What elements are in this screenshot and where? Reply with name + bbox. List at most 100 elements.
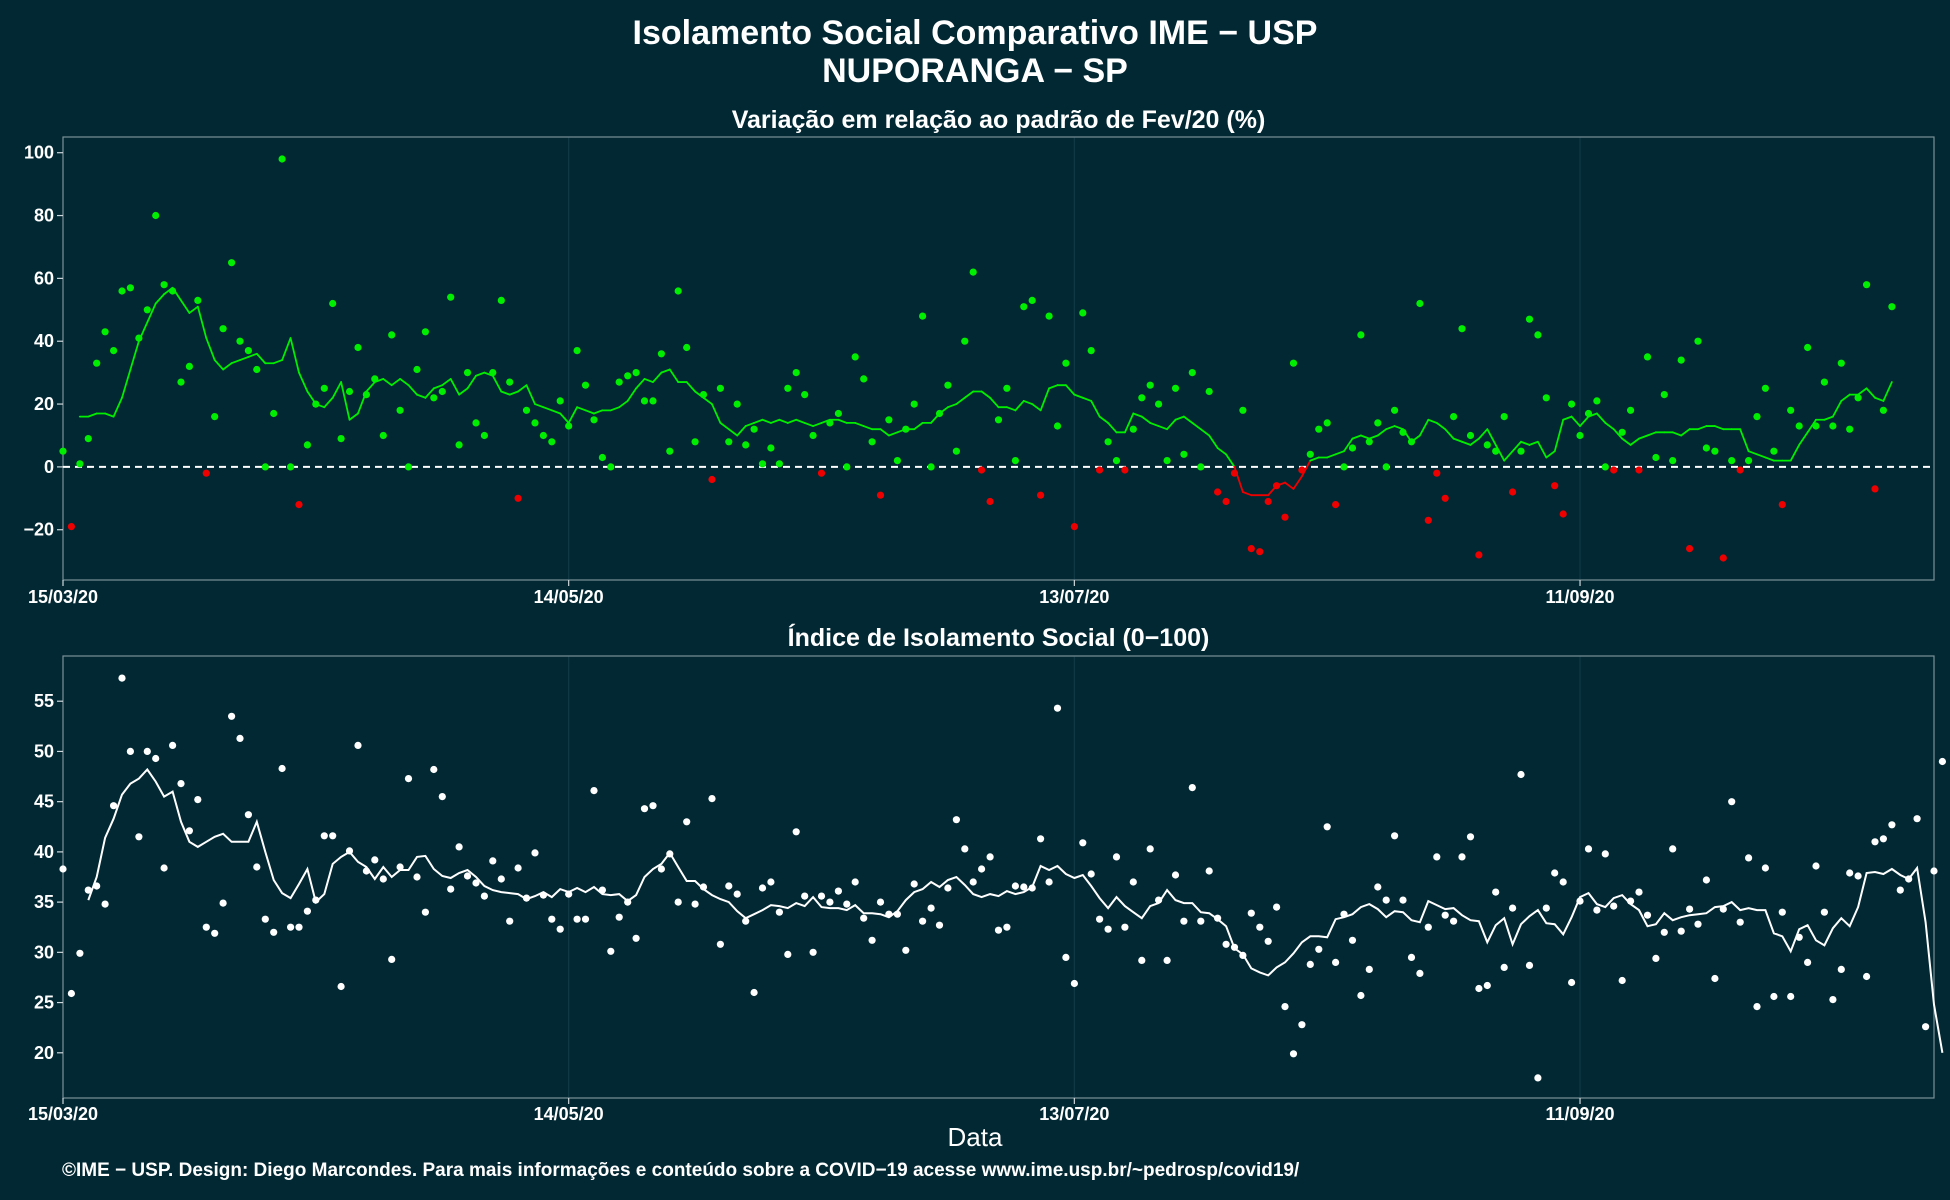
- data-point: [666, 447, 674, 455]
- data-point: [573, 915, 581, 923]
- data-point: [1374, 419, 1382, 427]
- moving-average-segment: [255, 352, 267, 365]
- data-point: [421, 908, 429, 916]
- data-point: [1188, 369, 1196, 377]
- data-point: [716, 940, 725, 948]
- moving-average-segment: [382, 378, 393, 387]
- data-point: [1525, 315, 1534, 323]
- moving-average-segment: [458, 387, 469, 396]
- data-point: [699, 883, 708, 891]
- data-point: [480, 892, 488, 900]
- data-point: [1466, 431, 1475, 440]
- data-point: [152, 211, 160, 220]
- data-point: [1458, 325, 1466, 333]
- data-point: [1795, 933, 1803, 941]
- data-point: [1761, 864, 1769, 872]
- data-point: [1273, 903, 1281, 911]
- moving-average-segment: [1418, 418, 1430, 437]
- data-point: [463, 369, 472, 377]
- moving-average-segment: [1183, 415, 1194, 424]
- moving-average-segment: [230, 359, 241, 365]
- data-point: [1450, 917, 1458, 925]
- data-point: [320, 384, 328, 392]
- data-point: [76, 460, 84, 468]
- x-tick-label: 15/03/20: [28, 587, 98, 607]
- data-point: [1340, 910, 1348, 918]
- data-point: [1753, 413, 1761, 421]
- data-point: [1424, 923, 1432, 931]
- data-point: [211, 413, 219, 421]
- data-point: [152, 754, 160, 763]
- data-point: [211, 929, 219, 937]
- data-point: [1298, 1021, 1306, 1029]
- data-point: [885, 416, 893, 424]
- data-point: [1677, 927, 1685, 935]
- data-point: [84, 886, 92, 894]
- moving-average-segment: [1140, 415, 1152, 424]
- moving-average-segment: [1789, 444, 1801, 462]
- data-point: [843, 463, 851, 471]
- data-point: [287, 463, 295, 471]
- data-point: [194, 296, 202, 304]
- data-point: [1205, 867, 1213, 875]
- data-point: [826, 898, 834, 906]
- data-point: [1104, 925, 1112, 933]
- data-point: [590, 787, 598, 795]
- data-point: [1509, 904, 1517, 912]
- moving-average-segment: [1292, 475, 1303, 490]
- data-point: [725, 882, 733, 890]
- data-point: [472, 419, 480, 427]
- data-point: [1879, 835, 1887, 843]
- moving-average-segment: [1006, 406, 1017, 412]
- data-point: [1323, 823, 1331, 831]
- moving-average-segment: [331, 381, 343, 399]
- moving-average-segment: [1511, 440, 1522, 453]
- data-point: [236, 734, 244, 743]
- chart-panel-1: Variação em relação ao padrão de Fev/20 …: [23, 106, 1935, 607]
- data-point: [1155, 896, 1163, 904]
- moving-average-segment: [1629, 437, 1640, 446]
- moving-average-segment: [1739, 428, 1750, 453]
- x-tick-label: 11/09/20: [1545, 1104, 1614, 1124]
- data-point: [244, 811, 252, 819]
- data-point: [860, 914, 868, 922]
- chart-title: Isolamento Social Comparativo IME − USP: [632, 14, 1318, 52]
- moving-average-segment: [770, 418, 781, 424]
- moving-average-segment: [1435, 422, 1447, 431]
- data-point: [506, 917, 514, 925]
- moving-average-segment: [652, 371, 663, 383]
- data-point: [539, 891, 548, 899]
- data-point: [986, 853, 994, 861]
- data-point: [657, 865, 666, 873]
- data-point: [329, 299, 337, 308]
- moving-average-segment: [1326, 453, 1337, 459]
- data-point: [935, 409, 944, 418]
- moving-average-segment: [727, 428, 739, 437]
- data-point: [1247, 909, 1255, 917]
- data-point: [758, 460, 767, 468]
- data-point: [101, 900, 109, 908]
- moving-average-segment: [1174, 415, 1185, 421]
- moving-average-segment: [812, 422, 823, 427]
- data-point: [1087, 347, 1095, 355]
- data-point: [1171, 384, 1180, 392]
- data-point: [1761, 384, 1769, 392]
- moving-average-segment: [441, 378, 452, 387]
- data-point: [531, 849, 539, 857]
- data-point: [413, 873, 421, 881]
- data-point: [1728, 798, 1736, 806]
- data-point: [1719, 905, 1727, 913]
- moving-average-segment: [1284, 481, 1295, 490]
- moving-average-segment: [1671, 431, 1683, 437]
- data-point: [430, 394, 438, 402]
- data-point: [1112, 457, 1121, 465]
- data-point: [202, 923, 210, 931]
- data-point: [236, 337, 244, 345]
- data-point: [1458, 853, 1466, 861]
- moving-average-segment: [449, 378, 461, 396]
- moving-average-segment: [1242, 491, 1253, 497]
- data-point: [1669, 845, 1677, 853]
- data-point: [1062, 359, 1070, 367]
- data-point: [219, 899, 227, 907]
- data-point: [1652, 453, 1660, 462]
